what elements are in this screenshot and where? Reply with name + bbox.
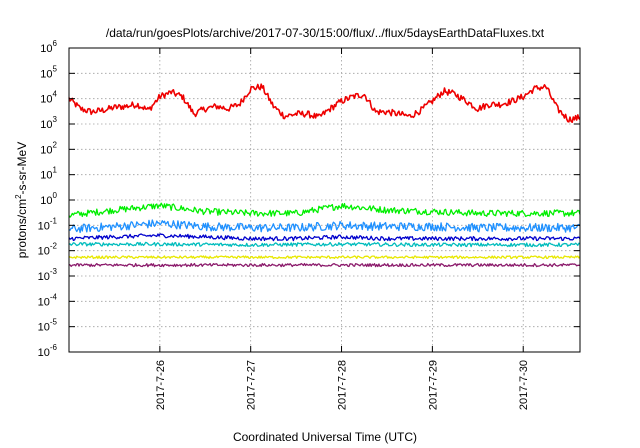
series-line-6 xyxy=(68,255,581,260)
series-line-1 xyxy=(68,83,581,123)
y-tick-label: 101 xyxy=(40,166,57,182)
x-tick-label: 2017-7-26 xyxy=(155,360,167,410)
x-tick-label: 2017-7-27 xyxy=(246,360,258,410)
y-tick-label: 100 xyxy=(40,191,57,207)
series-line-4 xyxy=(68,233,581,242)
axes xyxy=(68,47,581,353)
x-tick-label: 2017-7-28 xyxy=(337,360,349,410)
series-line-2 xyxy=(68,202,581,218)
series-line-3 xyxy=(68,219,581,234)
x-tick-label: 2017-7-30 xyxy=(518,360,530,410)
y-tick-label: 10-1 xyxy=(38,216,58,232)
data-series xyxy=(68,83,581,268)
y-tick-label: 105 xyxy=(40,64,57,80)
y-tick-label: 10-2 xyxy=(38,242,58,258)
plot-frame xyxy=(68,47,581,353)
grid-lines xyxy=(69,48,580,352)
y-tick-label: 10-6 xyxy=(38,343,58,359)
y-tick-label: 10-5 xyxy=(38,318,58,334)
x-tick-label: 2017-7-29 xyxy=(427,360,439,410)
y-tick-label: 10-4 xyxy=(38,292,58,308)
y-axis-title: protons/cm2-s-sr-MeV xyxy=(14,142,29,258)
chart-title: /data/run/goesPlots/archive/2017-07-30/1… xyxy=(106,26,545,40)
x-axis-title: Coordinated Universal Time (UTC) xyxy=(233,430,417,444)
x-tick-labels: 2017-7-26 2017-7-27 2017-7-28 2017-7-29 2017… xyxy=(155,360,530,410)
y-tick-label: 103 xyxy=(40,115,57,131)
y-tick-label: 10-3 xyxy=(38,267,58,283)
y-tick-labels: 10-6 10-5 10-4 10-3 10-2 10-1 100 101 102 103 104 1… xyxy=(38,39,58,359)
series-line-7 xyxy=(68,262,581,268)
y-tick-label: 102 xyxy=(40,140,57,156)
y-tick-label: 106 xyxy=(40,39,57,55)
series-line-5 xyxy=(68,241,581,248)
y-tick-label: 104 xyxy=(40,90,57,106)
